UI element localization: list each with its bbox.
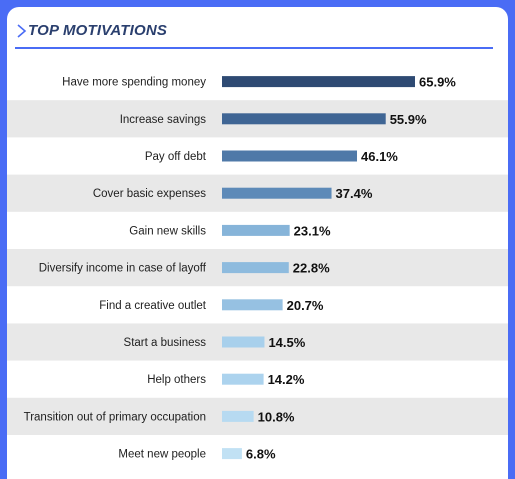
chart-card: TOP MOTIVATIONS Have more spending money… <box>7 7 508 479</box>
value-label: 20.7% <box>287 298 324 313</box>
bar <box>222 224 290 236</box>
bar <box>222 113 386 125</box>
value-label: 55.9% <box>390 112 427 127</box>
bar-chart: Have more spending money 65.9% Increase sa… <box>7 75 508 462</box>
bar <box>222 373 264 385</box>
value-label: 10.8% <box>258 409 295 424</box>
value-label: 65.9% <box>419 75 456 90</box>
category-label: Transition out of primary occupation <box>24 411 206 423</box>
value-label: 14.2% <box>268 372 305 387</box>
bar <box>222 336 265 348</box>
bar <box>222 299 283 311</box>
bar <box>222 262 289 274</box>
category-label: Start a business <box>124 337 207 349</box>
category-label: Diversify income in case of layoff <box>39 263 207 275</box>
bar <box>222 187 332 199</box>
row-stripe <box>7 397 508 435</box>
value-label: 37.4% <box>336 186 373 201</box>
value-label: 14.5% <box>268 335 305 350</box>
category-label: Gain new skills <box>129 225 206 237</box>
chart-header: TOP MOTIVATIONS <box>15 21 493 49</box>
value-label: 46.1% <box>361 149 398 164</box>
bar <box>222 150 358 162</box>
category-label: Increase savings <box>120 114 207 126</box>
category-label: Help others <box>147 374 206 386</box>
value-label: 6.8% <box>246 447 276 462</box>
category-label: Cover basic expenses <box>93 188 206 200</box>
category-label: Meet new people <box>118 449 206 461</box>
value-label: 22.8% <box>293 261 330 276</box>
bar <box>222 448 242 460</box>
chart-title: TOP MOTIVATIONS <box>28 22 168 39</box>
bar <box>222 410 254 422</box>
category-label: Have more spending money <box>62 77 206 89</box>
bar <box>222 76 415 88</box>
value-label: 23.1% <box>294 223 331 238</box>
category-label: Pay off debt <box>145 151 207 163</box>
category-label: Find a creative outlet <box>99 300 207 312</box>
chevron-right-icon <box>17 24 27 38</box>
